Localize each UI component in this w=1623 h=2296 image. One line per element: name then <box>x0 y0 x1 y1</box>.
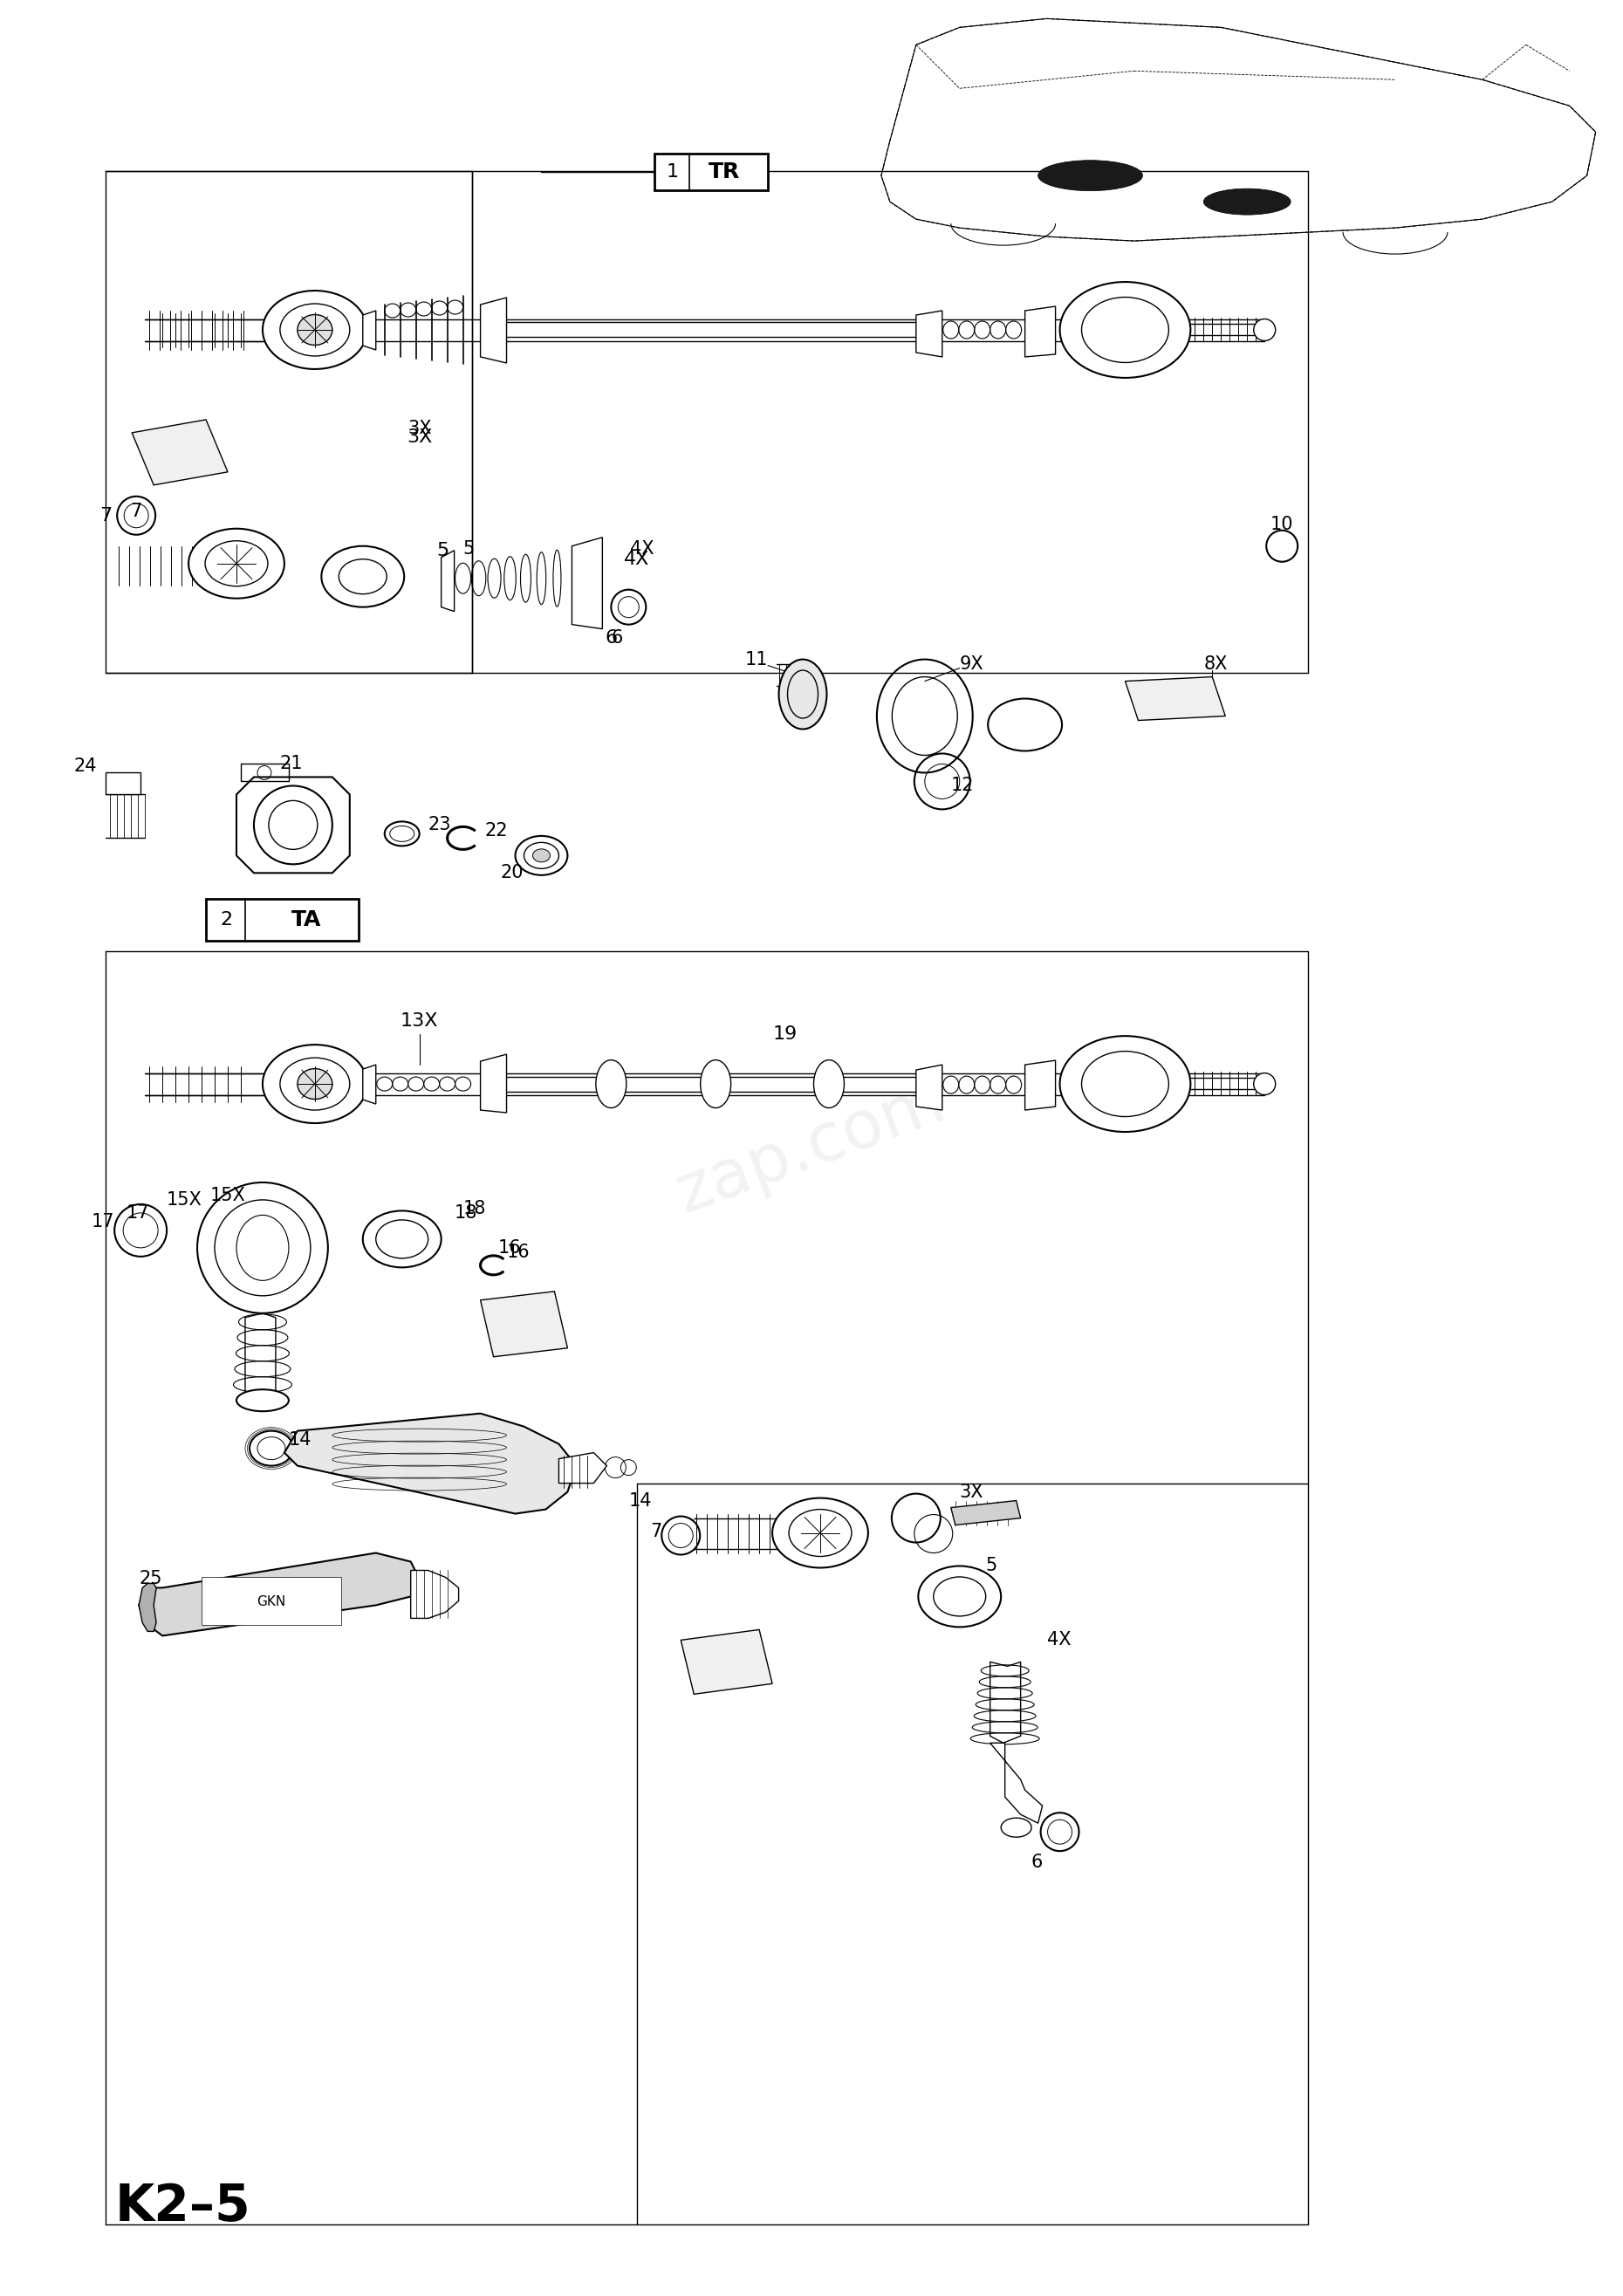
Polygon shape <box>680 1630 773 1694</box>
Text: K2–5: K2–5 <box>115 2181 250 2232</box>
Ellipse shape <box>532 850 550 861</box>
Ellipse shape <box>1204 188 1290 216</box>
Ellipse shape <box>1060 282 1191 379</box>
Ellipse shape <box>1001 1818 1032 1837</box>
Text: 21: 21 <box>281 755 304 774</box>
Polygon shape <box>480 1054 506 1114</box>
Ellipse shape <box>263 292 367 370</box>
Bar <box>105 774 141 794</box>
Text: 23: 23 <box>428 817 451 833</box>
Polygon shape <box>480 1290 568 1357</box>
Text: 4X: 4X <box>625 551 649 567</box>
Text: 18: 18 <box>463 1201 485 1217</box>
Ellipse shape <box>779 659 826 730</box>
Text: 15X: 15X <box>211 1187 245 1203</box>
Polygon shape <box>441 551 454 611</box>
Text: 12: 12 <box>951 776 974 794</box>
Text: 4X: 4X <box>1047 1632 1071 1649</box>
Bar <box>206 900 359 941</box>
Circle shape <box>253 785 333 863</box>
Polygon shape <box>480 298 506 363</box>
Ellipse shape <box>364 1210 441 1267</box>
Text: 16: 16 <box>506 1244 529 1261</box>
Ellipse shape <box>813 1061 844 1109</box>
Ellipse shape <box>297 1068 333 1100</box>
Polygon shape <box>915 310 943 356</box>
Text: 7: 7 <box>130 503 143 519</box>
Text: 15X: 15X <box>166 1192 201 1208</box>
Polygon shape <box>990 1743 1042 1823</box>
Text: 5: 5 <box>985 1557 997 1575</box>
Ellipse shape <box>1039 161 1143 191</box>
Text: 16: 16 <box>498 1240 521 1256</box>
Text: 13X: 13X <box>401 1013 438 1031</box>
Polygon shape <box>571 537 602 629</box>
Ellipse shape <box>919 1566 1001 1628</box>
Text: 14: 14 <box>628 1492 652 1508</box>
Polygon shape <box>951 1502 1021 1525</box>
Text: 5: 5 <box>437 542 450 560</box>
Text: 10: 10 <box>1271 517 1294 533</box>
Text: 6: 6 <box>1031 1853 1042 1871</box>
Text: 7: 7 <box>651 1522 662 1541</box>
Ellipse shape <box>773 1497 868 1568</box>
Polygon shape <box>284 1414 576 1513</box>
Ellipse shape <box>188 528 284 599</box>
Ellipse shape <box>1253 1072 1276 1095</box>
Ellipse shape <box>596 1061 626 1109</box>
Polygon shape <box>364 1065 377 1104</box>
Bar <box>240 765 289 781</box>
Text: 6: 6 <box>605 629 617 645</box>
Polygon shape <box>237 776 349 872</box>
Text: 3X: 3X <box>959 1483 984 1502</box>
Text: 3X: 3X <box>407 420 432 436</box>
Text: 2: 2 <box>219 912 232 930</box>
Ellipse shape <box>321 546 404 606</box>
Polygon shape <box>140 1552 419 1635</box>
Text: 3X: 3X <box>407 429 432 445</box>
Text: 4X: 4X <box>630 540 654 558</box>
Text: 1: 1 <box>665 163 678 181</box>
Text: zap.com: zap.com <box>669 1070 954 1226</box>
Text: TA: TA <box>291 909 321 930</box>
Text: 9X: 9X <box>959 654 984 673</box>
Text: 5: 5 <box>463 540 474 558</box>
Polygon shape <box>1125 677 1225 721</box>
Text: 19: 19 <box>773 1026 797 1042</box>
Ellipse shape <box>701 1061 730 1109</box>
Text: 17: 17 <box>127 1203 149 1221</box>
Polygon shape <box>131 420 227 484</box>
Text: 14: 14 <box>289 1430 312 1449</box>
Ellipse shape <box>263 1045 367 1123</box>
Text: 8X: 8X <box>1204 654 1227 673</box>
Text: 22: 22 <box>485 822 508 840</box>
Polygon shape <box>558 1453 607 1483</box>
Text: 7: 7 <box>99 507 112 523</box>
Polygon shape <box>411 1570 459 1619</box>
Polygon shape <box>1026 1061 1055 1109</box>
Bar <box>654 154 768 191</box>
Ellipse shape <box>1060 1035 1191 1132</box>
Text: 11: 11 <box>745 650 768 668</box>
Ellipse shape <box>297 315 333 344</box>
Polygon shape <box>364 310 377 349</box>
Ellipse shape <box>988 698 1061 751</box>
Text: TR: TR <box>709 161 740 184</box>
Ellipse shape <box>250 1430 294 1465</box>
Polygon shape <box>1026 305 1055 356</box>
Text: 20: 20 <box>502 863 524 882</box>
Text: 24: 24 <box>75 758 97 776</box>
Polygon shape <box>245 1313 276 1401</box>
Text: GKN: GKN <box>256 1596 286 1607</box>
Text: 18: 18 <box>454 1203 477 1221</box>
Text: 6: 6 <box>612 629 623 645</box>
Text: 25: 25 <box>140 1570 162 1589</box>
Bar <box>201 1577 341 1626</box>
Polygon shape <box>140 1584 156 1632</box>
Ellipse shape <box>237 1389 289 1412</box>
Polygon shape <box>915 1065 943 1109</box>
Ellipse shape <box>1253 319 1276 340</box>
Text: 17: 17 <box>91 1212 115 1231</box>
Polygon shape <box>990 1662 1021 1743</box>
